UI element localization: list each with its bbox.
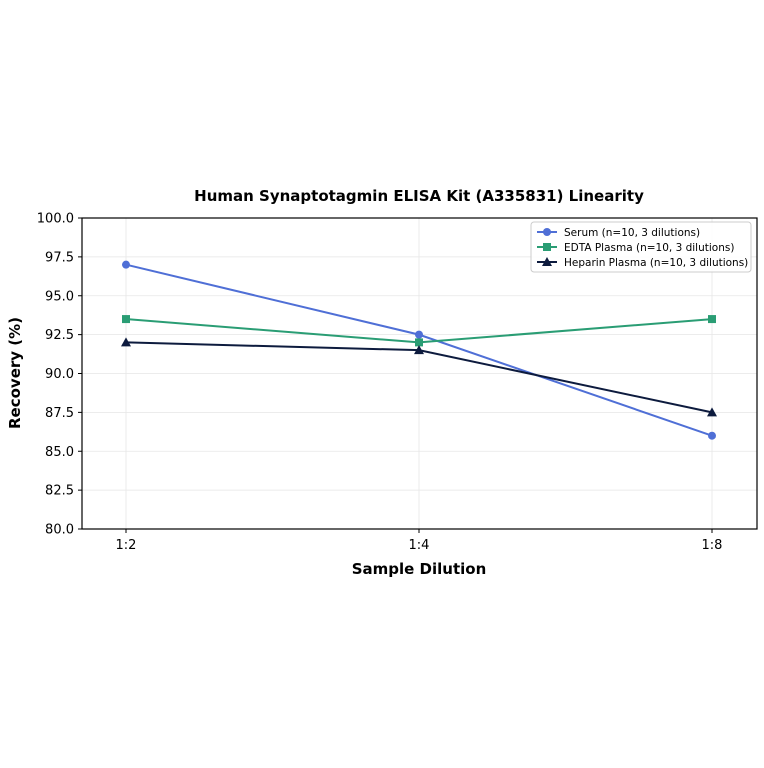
y-tick-label: 87.5 xyxy=(45,406,74,421)
data-point xyxy=(414,345,424,355)
x-tick-label: 1:4 xyxy=(409,538,430,553)
data-point xyxy=(121,337,131,347)
series-3 xyxy=(121,337,717,417)
legend-marker xyxy=(542,257,552,266)
legend-marker xyxy=(543,228,551,236)
data-point xyxy=(122,315,130,324)
y-tick-label: 92.5 xyxy=(45,328,74,343)
series-layer xyxy=(121,260,717,440)
chart-title: Human Synaptotagmin ELISA Kit (A335831) … xyxy=(194,187,644,205)
y-tick-label: 85.0 xyxy=(45,445,74,460)
x-tick-label: 1:2 xyxy=(116,538,137,553)
legend-item: Heparin Plasma (n=10, 3 dilutions) xyxy=(537,257,748,269)
legend-label: Heparin Plasma (n=10, 3 dilutions) xyxy=(564,257,748,269)
legend: Serum (n=10, 3 dilutions) EDTA Plasma (n=… xyxy=(530,221,752,273)
y-tick-label: 95.0 xyxy=(45,289,74,304)
y-tick-label: 97.5 xyxy=(45,250,74,265)
legend-marker xyxy=(543,243,551,251)
series-1 xyxy=(122,260,716,440)
legend-box xyxy=(530,221,752,273)
series-2 xyxy=(122,315,716,347)
y-axis-label: Recovery (%) xyxy=(6,317,24,429)
y-tick-label: 90.0 xyxy=(45,367,74,382)
data-point xyxy=(415,330,423,339)
data-point xyxy=(707,407,717,417)
legend-label: EDTA Plasma (n=10, 3 dilutions) xyxy=(564,242,734,254)
data-point xyxy=(708,315,716,324)
y-tick-label: 100.0 xyxy=(37,212,74,227)
legend-label: Serum (n=10, 3 dilutions) xyxy=(564,227,700,239)
ticks: 80.0 82.5 85.0 87.5 90.0 92.5 95.0 97.5 100.0 1:2… xyxy=(37,212,723,554)
legend-item: EDTA Plasma (n=10, 3 dilutions) xyxy=(537,242,734,254)
x-tick-label: 1:8 xyxy=(702,538,723,553)
y-tick-label: 82.5 xyxy=(45,484,74,499)
y-tick-label: 80.0 xyxy=(45,523,74,538)
data-point xyxy=(708,431,716,440)
x-axis-label: Sample Dilution xyxy=(352,560,487,578)
data-point xyxy=(415,338,423,347)
data-point xyxy=(122,260,130,269)
legend-item: Serum (n=10, 3 dilutions) xyxy=(537,227,700,239)
